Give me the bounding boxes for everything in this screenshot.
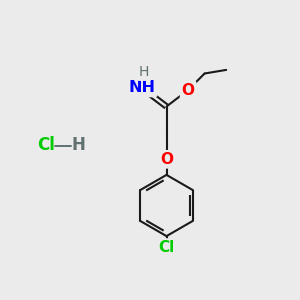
Text: NH: NH — [128, 80, 155, 95]
Text: H: H — [139, 65, 149, 79]
Text: H: H — [71, 136, 85, 154]
Text: O: O — [160, 152, 173, 167]
Text: Cl: Cl — [38, 136, 56, 154]
Text: O: O — [182, 82, 195, 98]
Text: Cl: Cl — [158, 240, 175, 255]
